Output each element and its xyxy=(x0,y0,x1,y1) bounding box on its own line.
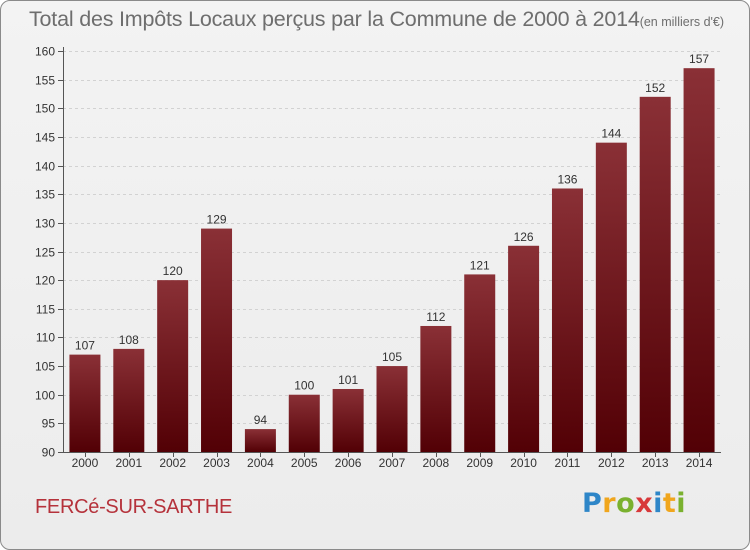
bar-2006 xyxy=(332,388,364,452)
data-label: 94 xyxy=(254,413,268,427)
commune-name: FERCé-SUR-SARTHE xyxy=(35,496,233,518)
title-text: Total des Impôts Locaux perçus par la Co… xyxy=(29,7,640,31)
x-tick-label: 2006 xyxy=(335,456,362,470)
x-tick-label: 2005 xyxy=(291,456,318,470)
data-label: 105 xyxy=(382,350,402,364)
x-tick-label: 2014 xyxy=(686,456,713,470)
y-tick-label: 130 xyxy=(35,217,55,231)
y-tick-label: 160 xyxy=(35,45,55,59)
data-label: 144 xyxy=(601,127,621,141)
y-tick-label: 140 xyxy=(35,160,55,174)
data-label: 126 xyxy=(514,230,534,244)
x-tick-label: 2009 xyxy=(466,456,493,470)
x-tick-label: 2011 xyxy=(555,456,581,470)
x-tick-label: 2007 xyxy=(379,456,406,470)
data-label: 100 xyxy=(294,379,314,393)
bar-2013 xyxy=(639,96,671,452)
y-tick-label: 115 xyxy=(36,303,55,317)
y-tick-label: 135 xyxy=(35,188,55,202)
bar-2008 xyxy=(420,325,452,452)
y-tick-label: 105 xyxy=(35,360,55,374)
bar-2003 xyxy=(201,228,233,452)
y-tick-label: 120 xyxy=(35,274,55,288)
y-tick-label: 145 xyxy=(35,131,55,145)
bar-2009 xyxy=(464,274,496,452)
y-tick-label: 110 xyxy=(36,331,55,345)
x-tick-label: 2000 xyxy=(72,456,99,470)
x-tick-label: 2002 xyxy=(159,456,186,470)
bar-2014 xyxy=(683,68,715,452)
bar-2002 xyxy=(157,280,189,452)
bar-2005 xyxy=(288,394,320,452)
x-tick-label: 2013 xyxy=(642,456,669,470)
x-tick-label: 2003 xyxy=(203,456,230,470)
x-tick-label: 2008 xyxy=(423,456,450,470)
bar-2007 xyxy=(376,366,408,452)
data-label: 107 xyxy=(75,339,95,353)
y-tick-label: 100 xyxy=(35,389,55,403)
y-tick-label: 150 xyxy=(35,102,55,116)
bar-2000 xyxy=(69,354,101,452)
y-tick-label: 125 xyxy=(35,246,55,260)
bar-2004 xyxy=(244,429,276,452)
y-tick-label: 90 xyxy=(42,446,56,460)
bar-2010 xyxy=(508,245,540,452)
data-label: 157 xyxy=(689,52,709,66)
axes-layer: 90 95 100 105 110 115 120 125 130 135 140 145 150 155… xyxy=(35,45,721,470)
bar-2012 xyxy=(595,142,627,452)
data-label: 121 xyxy=(470,258,490,272)
x-tick-label: 2001 xyxy=(115,456,142,470)
y-tick-label: 95 xyxy=(42,417,56,431)
bars-layer: 107 108 120 129 94 100 101 105 112 121 126 136 144 15… xyxy=(69,52,715,452)
data-label: 129 xyxy=(207,213,227,227)
title-unit: (en milliers d'€) xyxy=(639,15,725,29)
x-tick-label: 2004 xyxy=(247,456,274,470)
data-label: 101 xyxy=(338,373,358,387)
x-tick-label: 2010 xyxy=(510,456,537,470)
data-label: 152 xyxy=(645,81,665,95)
chart-title: Total des Impôts Locaux perçus par la Co… xyxy=(29,7,724,32)
y-tick-label: 155 xyxy=(35,74,55,88)
bar-2011 xyxy=(551,188,583,452)
proxiti-logo: Proxiti xyxy=(582,488,687,519)
data-label: 120 xyxy=(163,264,183,278)
bar-2001 xyxy=(113,348,145,452)
data-label: 108 xyxy=(119,333,139,347)
data-label: 136 xyxy=(557,172,577,186)
data-label: 112 xyxy=(426,310,445,324)
x-tick-label: 2012 xyxy=(598,456,625,470)
